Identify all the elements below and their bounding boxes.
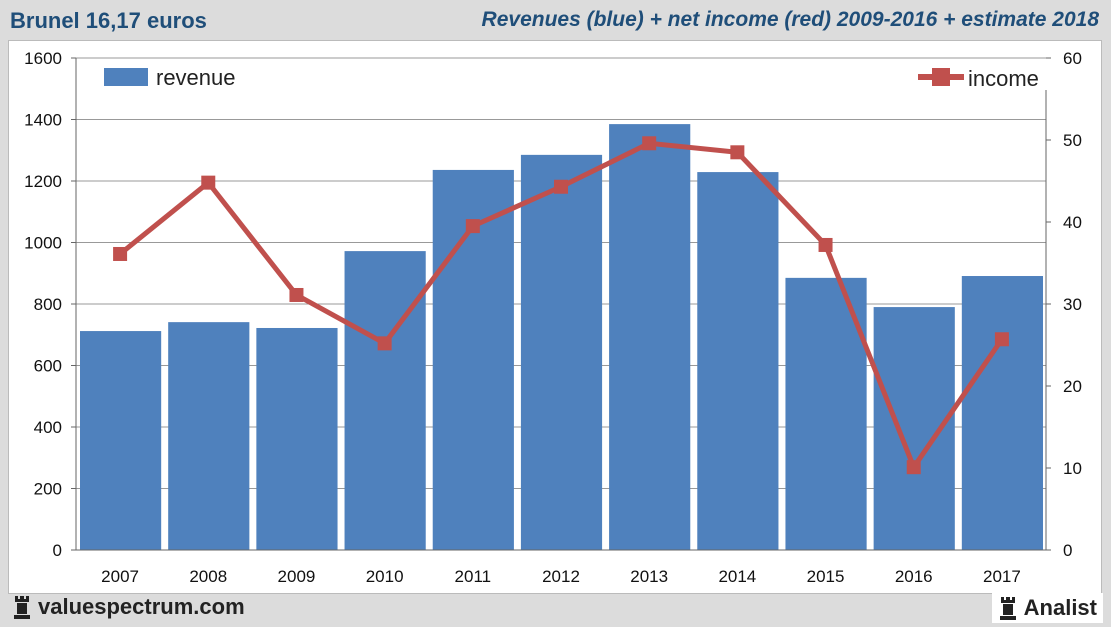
y-left-tick-label: 1400 — [24, 111, 62, 130]
revenue-bar — [697, 172, 779, 550]
x-tick-label: 2007 — [101, 567, 139, 586]
income-legend-label: income — [968, 66, 1039, 91]
y-right-tick-label: 30 — [1063, 295, 1082, 314]
y-right-tick-label: 20 — [1063, 377, 1082, 396]
revenue-bar — [344, 251, 426, 551]
income-marker — [994, 332, 1009, 347]
revenue-bar — [609, 124, 691, 551]
y-left-tick-label: 400 — [34, 418, 62, 437]
x-tick-label: 2009 — [278, 567, 316, 586]
revenue-bar — [961, 276, 1043, 550]
y-right-tick-label: 40 — [1063, 213, 1082, 232]
revenue-bar — [80, 331, 162, 550]
revenue-legend-label: revenue — [156, 65, 236, 90]
revenue-bar — [785, 277, 867, 550]
income-marker — [906, 460, 921, 475]
x-tick-label: 2008 — [189, 567, 227, 586]
revenue-bar — [256, 327, 338, 550]
income-marker — [818, 237, 833, 252]
income-legend-marker — [932, 68, 950, 86]
revenue-bar — [520, 154, 603, 551]
x-tick-label: 2014 — [718, 567, 756, 586]
x-tick-label: 2010 — [366, 567, 404, 586]
brand-name: Analist — [1023, 595, 1097, 620]
y-right-tick-label: 50 — [1063, 131, 1082, 150]
site-name: valuespectrum.com — [38, 594, 245, 619]
site-logo: valuespectrum.com — [12, 594, 245, 620]
x-tick-label: 2012 — [542, 567, 580, 586]
revenue-legend-swatch — [104, 68, 148, 86]
x-tick-label: 2016 — [895, 567, 933, 586]
x-tick-label: 2015 — [807, 567, 845, 586]
income-marker — [201, 175, 216, 190]
x-tick-label: 2017 — [983, 567, 1021, 586]
income-marker — [113, 246, 128, 261]
y-right-tick-label: 0 — [1063, 541, 1072, 560]
y-right-tick-label: 60 — [1063, 49, 1082, 68]
y-right-tick-label: 10 — [1063, 459, 1082, 478]
rook-icon — [14, 596, 30, 619]
revenue-bar — [168, 322, 250, 550]
income-marker — [730, 145, 745, 160]
chart-title-left: Brunel 16,17 euros — [10, 8, 207, 33]
chart-title-right: Revenues (blue) + net income (red) 2009-… — [481, 8, 1099, 31]
y-left-tick-label: 1600 — [24, 49, 62, 68]
income-marker — [642, 136, 657, 151]
brand-logo: Analist — [991, 593, 1103, 623]
income-marker — [465, 219, 480, 234]
x-tick-label: 2011 — [455, 567, 492, 586]
income-marker — [377, 336, 392, 351]
income-marker — [289, 287, 304, 302]
revenue-bar — [432, 169, 514, 550]
y-left-tick-label: 600 — [34, 357, 62, 376]
rook-icon — [999, 597, 1016, 620]
y-left-tick-label: 1200 — [24, 172, 62, 191]
income-marker — [554, 179, 568, 194]
y-left-tick-label: 800 — [34, 295, 62, 314]
x-tick-label: 2013 — [630, 567, 668, 586]
y-left-tick-label: 1000 — [24, 234, 62, 253]
y-left-tick-label: 200 — [34, 480, 62, 499]
y-left-tick-label: 0 — [53, 541, 62, 560]
